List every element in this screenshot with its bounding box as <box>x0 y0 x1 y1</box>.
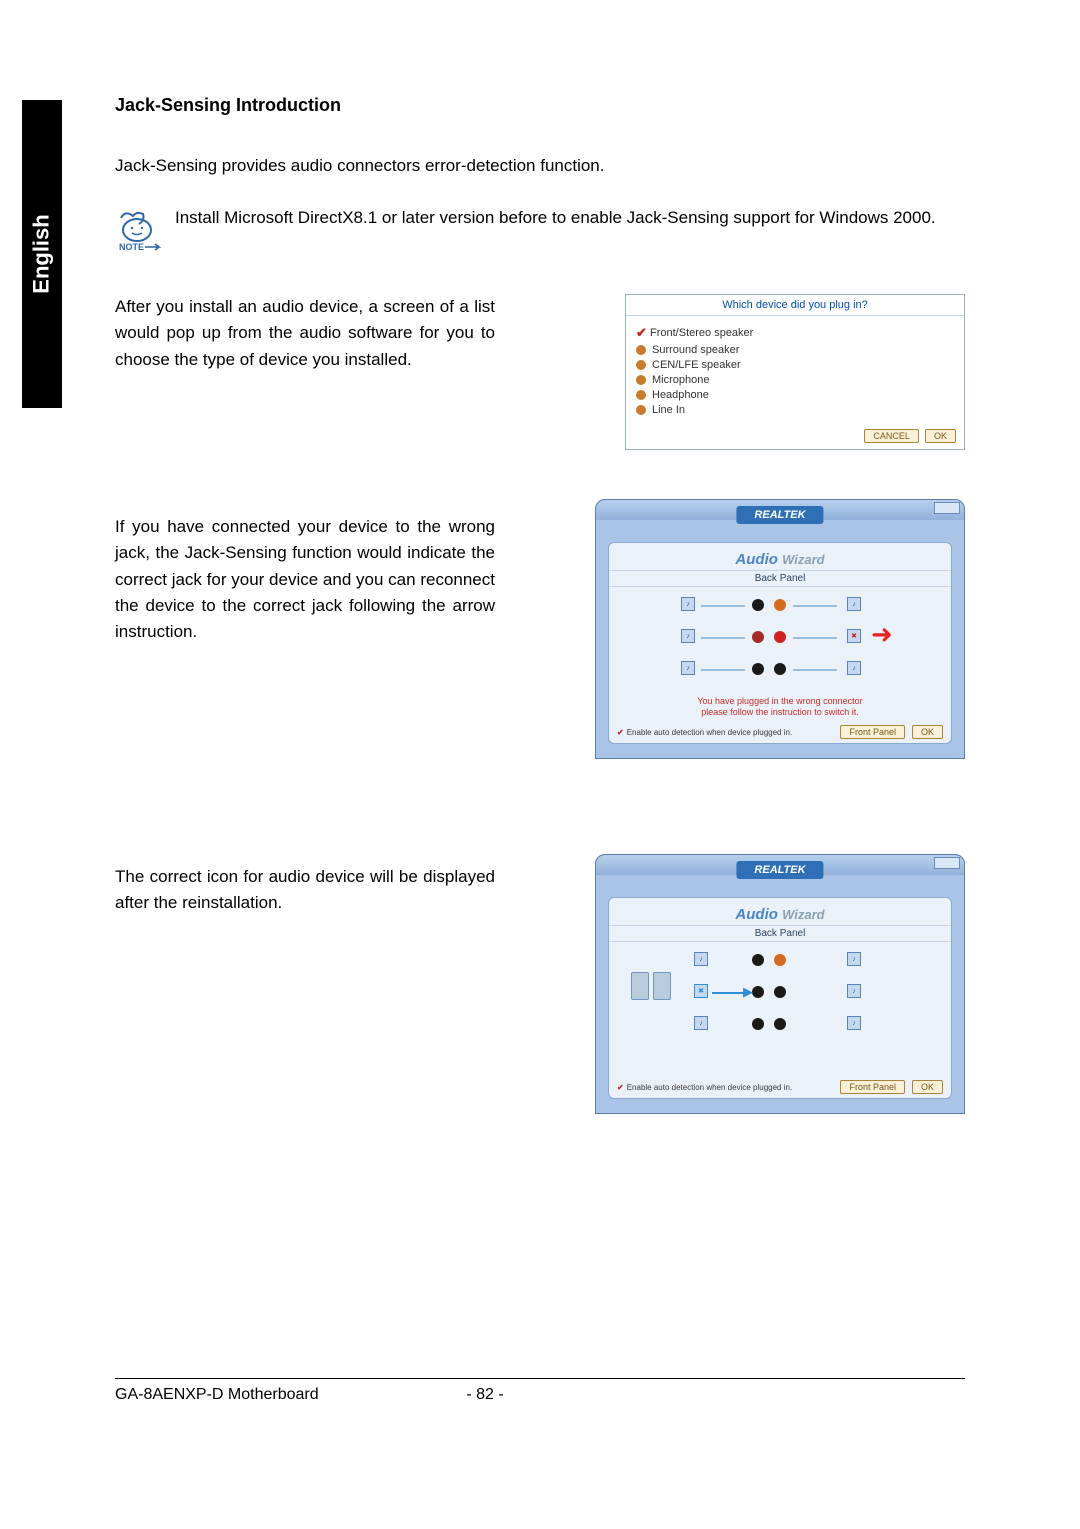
svg-text:NOTE: NOTE <box>119 242 144 252</box>
warning-arrow-icon: ➜ <box>871 619 893 650</box>
block-wrong-jack: If you have connected your device to the… <box>115 514 965 804</box>
wrong-connector-msg-2: please follow the instruction to switch … <box>609 707 951 718</box>
wrong-connector-msg-1: You have plugged in the wrong connector <box>609 696 951 707</box>
speaker-icon <box>631 972 649 1000</box>
note-icon: NOTE <box>115 206 163 254</box>
page-content: Jack-Sensing Introduction Jack-Sensing p… <box>115 95 965 1204</box>
footer-rule <box>115 1378 965 1379</box>
footer-page: - 82 - <box>455 1386 515 1404</box>
window-controls[interactable] <box>934 857 960 869</box>
jack-icon: ♪ <box>847 952 861 966</box>
language-label: English <box>29 214 55 293</box>
device-item[interactable]: CEN/LFE speaker <box>636 359 954 371</box>
device-item[interactable]: Headphone <box>636 389 954 401</box>
para1: After you install an audio device, a scr… <box>115 294 495 373</box>
jack-diagram: ♪ ♪ ♪ ✖ ➜ ♪ ♪ <box>609 591 951 696</box>
note-text: Install Microsoft DirectX8.1 or later ve… <box>175 206 936 230</box>
device-picker-header: Which device did you plug in? <box>626 295 964 316</box>
back-panel-label: Back Panel <box>609 925 951 942</box>
device-list: ✔Front/Stereo speaker Surround speaker C… <box>626 316 964 425</box>
jack-icon: ✖ <box>694 984 708 998</box>
jack-diagram: ♪ ♪ ✖ ♪ ▶ ♪ ♪ <box>609 946 951 1051</box>
device-item[interactable]: Surround speaker <box>636 344 954 356</box>
section-title: Jack-Sensing Introduction <box>115 95 965 116</box>
audio-wizard-window-wrong: REALTEK Audio Wizard Back Panel ♪ ♪ ♪ ✖ <box>595 499 965 759</box>
device-item[interactable]: Microphone <box>636 374 954 386</box>
jack-icon: ♪ <box>681 629 695 643</box>
jack-icon: ♪ <box>681 597 695 611</box>
front-panel-button[interactable]: Front Panel <box>840 725 905 739</box>
auto-detect-checkbox-label[interactable]: Enable auto detection when device plugge… <box>627 1083 792 1092</box>
footer-product: GA-8AENXP-D Motherboard <box>115 1386 455 1404</box>
jack-icon: ♪ <box>847 984 861 998</box>
page-footer: GA-8AENXP-D Motherboard - 82 - <box>115 1386 965 1404</box>
ok-button[interactable]: OK <box>925 429 956 443</box>
cancel-button[interactable]: CANCEL <box>864 429 919 443</box>
jack-icon: ♪ <box>681 661 695 675</box>
audio-wizard-window-correct: REALTEK Audio Wizard Back Panel ♪ ♪ ✖ ♪ <box>595 854 965 1114</box>
block-device-list: After you install an audio device, a scr… <box>115 294 965 454</box>
jack-icon: ♪ <box>847 1016 861 1030</box>
language-tab: English <box>22 100 62 408</box>
para3: The correct icon for audio device will b… <box>115 864 495 917</box>
realtek-badge: REALTEK <box>736 861 823 879</box>
back-panel-label: Back Panel <box>609 570 951 587</box>
device-picker-dialog: Which device did you plug in? ✔Front/Ste… <box>625 294 965 450</box>
window-controls[interactable] <box>934 502 960 514</box>
ok-button[interactable]: OK <box>912 725 943 739</box>
front-panel-button[interactable]: Front Panel <box>840 1080 905 1094</box>
intro-line: Jack-Sensing provides audio connectors e… <box>115 156 965 176</box>
note-row: NOTE Install Microsoft DirectX8.1 or lat… <box>115 206 965 254</box>
realtek-badge: REALTEK <box>736 506 823 524</box>
jack-icon: ♪ <box>694 1016 708 1030</box>
jack-icon: ✖ <box>847 629 861 643</box>
para2: If you have connected your device to the… <box>115 514 495 646</box>
speaker-icon <box>653 972 671 1000</box>
jack-icon: ♪ <box>847 597 861 611</box>
device-item[interactable]: Line In <box>636 404 954 416</box>
ok-button[interactable]: OK <box>912 1080 943 1094</box>
auto-detect-checkbox-label[interactable]: Enable auto detection when device plugge… <box>627 728 792 737</box>
jack-icon: ♪ <box>847 661 861 675</box>
device-item[interactable]: ✔Front/Stereo speaker <box>636 325 954 341</box>
jack-icon: ♪ <box>694 952 708 966</box>
block-correct-jack: The correct icon for audio device will b… <box>115 864 965 1144</box>
